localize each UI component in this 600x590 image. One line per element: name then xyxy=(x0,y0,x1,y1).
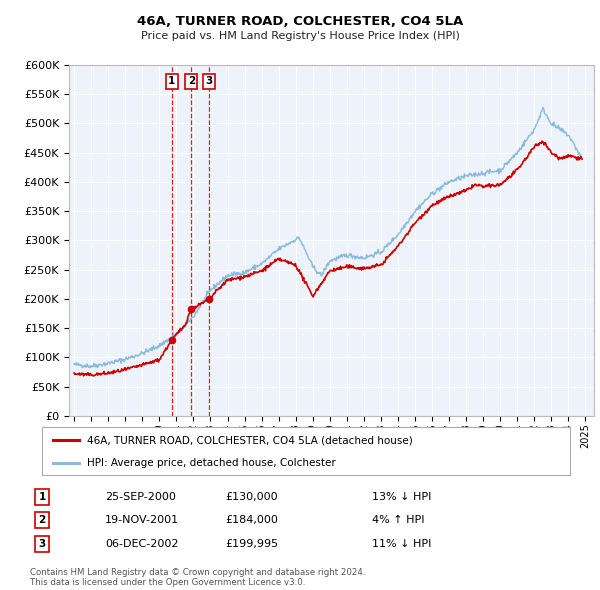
Text: £130,000: £130,000 xyxy=(226,492,278,502)
Text: Contains HM Land Registry data © Crown copyright and database right 2024.
This d: Contains HM Land Registry data © Crown c… xyxy=(30,568,365,587)
Text: 46A, TURNER ROAD, COLCHESTER, CO4 5LA (detached house): 46A, TURNER ROAD, COLCHESTER, CO4 5LA (d… xyxy=(87,435,413,445)
Text: 11% ↓ HPI: 11% ↓ HPI xyxy=(372,539,431,549)
Text: 06-DEC-2002: 06-DEC-2002 xyxy=(105,539,179,549)
Text: 46A, TURNER ROAD, COLCHESTER, CO4 5LA: 46A, TURNER ROAD, COLCHESTER, CO4 5LA xyxy=(137,15,463,28)
Text: Price paid vs. HM Land Registry's House Price Index (HPI): Price paid vs. HM Land Registry's House … xyxy=(140,31,460,41)
Text: 1: 1 xyxy=(38,492,46,502)
Text: 25-SEP-2000: 25-SEP-2000 xyxy=(105,492,176,502)
Text: 19-NOV-2001: 19-NOV-2001 xyxy=(105,516,179,525)
Text: 4% ↑ HPI: 4% ↑ HPI xyxy=(372,516,425,525)
Text: HPI: Average price, detached house, Colchester: HPI: Average price, detached house, Colc… xyxy=(87,458,335,468)
Text: 3: 3 xyxy=(38,539,46,549)
Text: 13% ↓ HPI: 13% ↓ HPI xyxy=(372,492,431,502)
Text: 3: 3 xyxy=(206,76,213,86)
Text: £199,995: £199,995 xyxy=(226,539,278,549)
Text: £184,000: £184,000 xyxy=(226,516,278,525)
Text: 2: 2 xyxy=(188,76,195,86)
Text: 1: 1 xyxy=(168,76,175,86)
Text: 2: 2 xyxy=(38,516,46,525)
